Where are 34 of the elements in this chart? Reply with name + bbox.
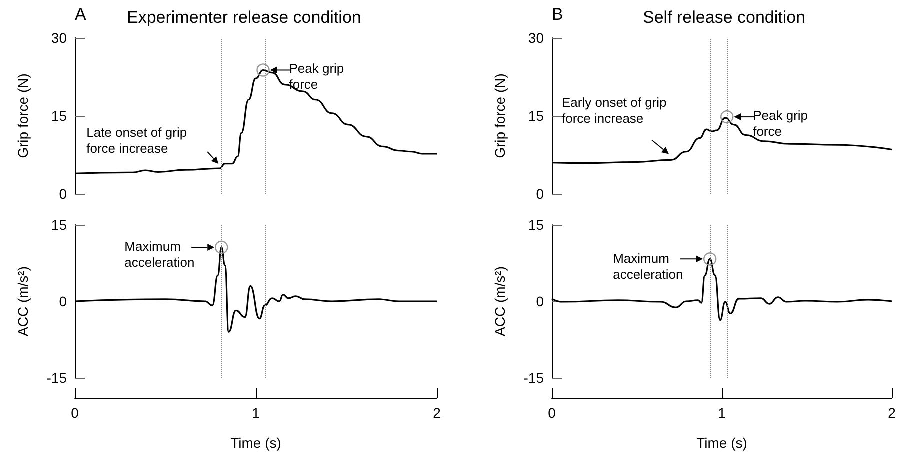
text: B [552, 5, 564, 24]
y-tick-label: -15 [46, 370, 68, 386]
y-tick-label: 30 [528, 30, 544, 46]
y-tick-label: 0 [59, 294, 68, 310]
y-axis-title: ACC (m/s²) [15, 266, 31, 336]
y-tick-label: 15 [51, 108, 68, 124]
annotation: Peak grip force [289, 61, 346, 94]
y-axis-title: ACC (m/s²) [492, 266, 508, 336]
annotation: Late onset of grip force increase [86, 125, 188, 157]
x-tick-label: 1 [718, 405, 726, 421]
annotation: Maximum acceleration [613, 251, 684, 284]
text: A [75, 5, 87, 24]
y-tick-label: 30 [51, 30, 68, 46]
x-tick-label: 0 [548, 405, 556, 421]
y-axis-title: Grip force (N) [15, 74, 31, 158]
y-tick-label: -15 [524, 370, 544, 386]
x-axis-title: Time (s) [230, 435, 282, 451]
y-axis-title: Grip force (N) [492, 74, 508, 158]
x-tick-label: 2 [888, 405, 896, 421]
annotation: Peak grip force [753, 108, 810, 140]
y-tick-label: 0 [59, 186, 68, 202]
y-tick-label: 15 [528, 217, 544, 233]
x-tick-label: 1 [252, 405, 260, 421]
y-tick-label: 15 [528, 108, 544, 124]
y-tick-label: 15 [51, 217, 68, 233]
x-tick-label: 2 [433, 405, 442, 421]
annotation: Maximum acceleration [124, 239, 196, 272]
y-tick-label: 0 [536, 186, 544, 202]
x-axis-title: Time (s) [696, 435, 748, 451]
chart-title: Experimenter release condition [127, 8, 362, 27]
chart-title: Self release condition [643, 8, 806, 27]
y-tick-label: 0 [536, 294, 544, 310]
annotation: Early onset of grip force increase [562, 95, 668, 128]
x-tick-label: 0 [71, 405, 80, 421]
